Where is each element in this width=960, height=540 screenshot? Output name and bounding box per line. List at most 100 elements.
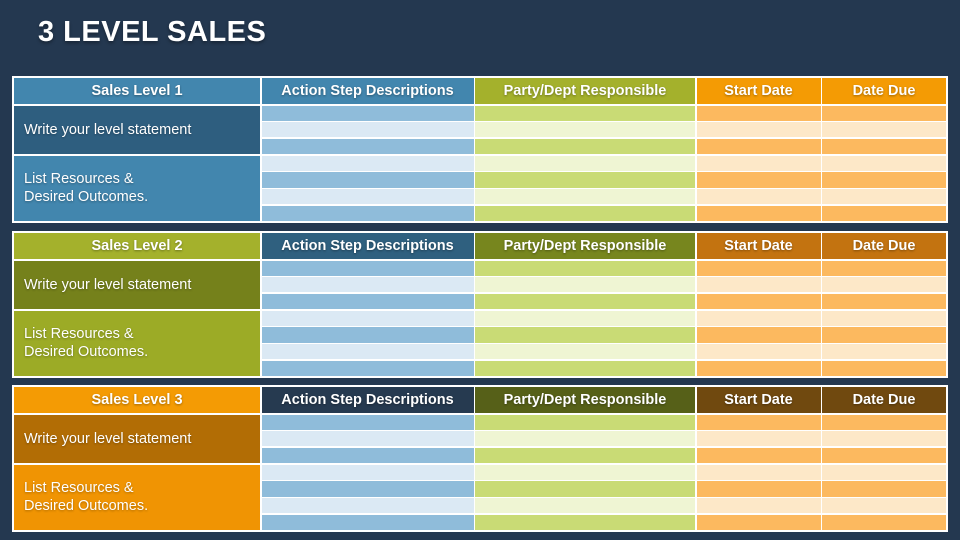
empty-cell [475,414,695,430]
level-header: Sales Level 1 [14,78,260,104]
empty-cell [261,260,474,276]
col-header-action-steps: Action Step Descriptions [261,387,474,413]
sales-level-3-table: Sales Level 3 Action Step Descriptions P… [12,385,948,532]
level-header: Sales Level 2 [14,233,260,259]
empty-cell [261,138,474,155]
empty-cell [696,481,821,497]
row-label-resources: List Resources & Desired Outcomes. [14,310,260,376]
empty-cell [696,189,821,205]
empty-cell [822,260,946,276]
empty-cell [261,189,474,205]
empty-cell [822,360,946,376]
empty-cell [696,414,821,430]
row-label-statement: Write your level statement [14,414,260,464]
empty-cell [475,447,695,464]
empty-cell [822,464,946,480]
row-label-statement: Write your level statement [14,260,260,310]
empty-cell [696,293,821,310]
empty-cell [822,155,946,171]
empty-cell [696,122,821,138]
empty-cell [822,327,946,343]
empty-cell [261,327,474,343]
empty-cell [475,293,695,310]
empty-cell [475,431,695,447]
sales-level-1-table: Sales Level 1 Action Step Descriptions P… [12,76,948,223]
empty-cell [822,122,946,138]
empty-cell [696,172,821,188]
empty-cell [475,344,695,360]
empty-cell [475,138,695,155]
empty-cell [696,155,821,171]
empty-cell [822,447,946,464]
empty-cell [696,310,821,326]
empty-cell [696,447,821,464]
empty-cell [261,481,474,497]
sales-level-2-table: Sales Level 2 Action Step Descriptions P… [12,231,948,378]
empty-cell [475,360,695,376]
empty-cell [822,172,946,188]
empty-cell [696,344,821,360]
empty-cell [475,155,695,171]
empty-cell [696,464,821,480]
empty-cell [696,514,821,530]
col-header-party-dept: Party/Dept Responsible [475,78,695,104]
empty-cell [475,105,695,121]
empty-cell [261,360,474,376]
row-label-resources: List Resources & Desired Outcomes. [14,155,260,221]
empty-cell [475,310,695,326]
col-header-start-date: Start Date [696,233,821,259]
empty-cell [696,105,821,121]
empty-cell [696,327,821,343]
empty-cell [822,277,946,293]
col-header-date-due: Date Due [822,387,946,413]
row-label-resources: List Resources & Desired Outcomes. [14,464,260,530]
empty-cell [475,205,695,221]
empty-cell [822,414,946,430]
empty-cell [475,464,695,480]
col-header-party-dept: Party/Dept Responsible [475,387,695,413]
empty-cell [696,260,821,276]
empty-cell [475,260,695,276]
row-label-statement: Write your level statement [14,105,260,155]
empty-cell [696,138,821,155]
empty-cell [696,360,821,376]
empty-cell [261,105,474,121]
empty-cell [822,498,946,514]
empty-cell [475,189,695,205]
empty-cell [475,122,695,138]
empty-cell [261,172,474,188]
empty-cell [696,277,821,293]
empty-cell [475,172,695,188]
empty-cell [696,498,821,514]
empty-cell [261,414,474,430]
empty-cell [475,498,695,514]
empty-cell [261,310,474,326]
empty-cell [261,464,474,480]
empty-cell [822,344,946,360]
empty-cell [261,344,474,360]
empty-cell [261,205,474,221]
empty-cell [261,431,474,447]
empty-cell [261,277,474,293]
empty-cell [261,514,474,530]
empty-cell [475,277,695,293]
empty-cell [822,205,946,221]
empty-cell [696,205,821,221]
empty-cell [822,293,946,310]
col-header-date-due: Date Due [822,78,946,104]
empty-cell [822,481,946,497]
col-header-date-due: Date Due [822,233,946,259]
empty-cell [261,447,474,464]
empty-cell [822,105,946,121]
empty-cell [475,327,695,343]
col-header-action-steps: Action Step Descriptions [261,78,474,104]
empty-cell [261,498,474,514]
page-title: 3 LEVEL SALES [38,16,267,48]
col-header-party-dept: Party/Dept Responsible [475,233,695,259]
empty-cell [822,431,946,447]
empty-cell [822,310,946,326]
empty-cell [822,189,946,205]
empty-cell [696,431,821,447]
level-header: Sales Level 3 [14,387,260,413]
